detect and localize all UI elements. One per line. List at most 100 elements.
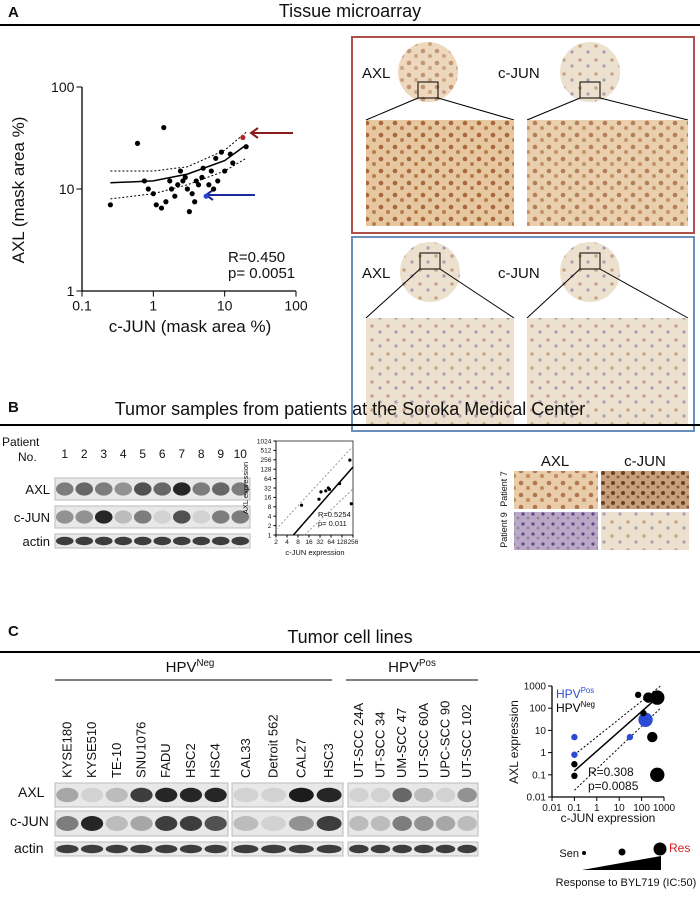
y-tick-label: 128 xyxy=(261,466,272,473)
confidence-band xyxy=(275,445,354,530)
blot-band xyxy=(114,510,133,524)
blot-row-label: c-JUN xyxy=(14,510,50,525)
cell-line: HSC3 xyxy=(321,743,336,778)
blot-band xyxy=(435,844,456,854)
data-point xyxy=(167,178,173,184)
cell-line: CAL33 xyxy=(238,738,253,778)
data-point xyxy=(571,751,578,758)
cell-line: UPC-SCC 90 xyxy=(438,701,453,778)
ihc-column: AXL xyxy=(541,453,569,470)
data-point xyxy=(192,199,198,205)
y-tick-label: 1 xyxy=(67,283,75,299)
data-point xyxy=(195,182,202,188)
blot-band xyxy=(55,536,74,546)
micrograph xyxy=(366,120,514,226)
micrograph xyxy=(527,120,688,226)
x-tick-label: 16 xyxy=(305,539,313,546)
data-point xyxy=(215,178,221,184)
data-point xyxy=(650,767,665,782)
cell-line: CAL27 xyxy=(293,738,308,778)
blot-band xyxy=(204,816,227,831)
panel-title: Tumor samples from patients at the Sorok… xyxy=(115,399,586,419)
blot-band xyxy=(457,816,477,831)
cell-line: SNU1076 xyxy=(134,722,149,778)
blot-band xyxy=(192,536,211,546)
blot-band xyxy=(192,482,211,496)
blot-band xyxy=(155,816,178,831)
blot-band xyxy=(457,844,477,854)
lane-number: 9 xyxy=(217,447,224,461)
data-point xyxy=(184,186,190,192)
blot-band xyxy=(130,816,153,831)
data-point xyxy=(186,209,192,215)
blot-band xyxy=(211,510,230,524)
y-axis-label: AXL (mask area %) xyxy=(9,117,28,264)
x-tick-label: 8 xyxy=(296,539,300,546)
x-tick-label: 100 xyxy=(284,298,308,314)
red-arrow xyxy=(249,127,293,139)
cell-line: UT-SCC 24A xyxy=(351,703,366,778)
x-tick-label: 10 xyxy=(217,298,233,314)
group-label: HPV xyxy=(388,659,419,676)
blot-band xyxy=(80,816,104,831)
data-point xyxy=(222,168,228,174)
blot-band xyxy=(55,482,74,496)
blot-band xyxy=(172,482,191,496)
data-point xyxy=(349,502,353,506)
data-point xyxy=(163,199,169,205)
group-superscript: Pos xyxy=(419,658,436,669)
blot-band xyxy=(55,510,74,524)
x-tick-label: 1 xyxy=(149,298,157,314)
panel-title: Tumor cell lines xyxy=(287,627,412,647)
group-label: HPV xyxy=(556,701,581,715)
blot-band xyxy=(261,816,287,831)
image-label: AXL xyxy=(362,65,390,82)
data-point xyxy=(175,182,181,188)
blot-band xyxy=(349,816,369,831)
blot-strip xyxy=(231,841,344,857)
blot-row-label: actin xyxy=(23,534,50,549)
blot-band xyxy=(231,536,250,546)
data-point xyxy=(177,168,184,174)
annotation: p= 0.0051 xyxy=(228,265,295,282)
x-tick-label: 10 xyxy=(614,803,626,814)
blot-row-label: AXL xyxy=(25,482,50,497)
size-key xyxy=(618,848,626,856)
data-point xyxy=(230,160,236,166)
blot-band xyxy=(56,787,79,803)
data-point xyxy=(571,761,578,768)
data-point xyxy=(240,134,246,141)
lane-number: 7 xyxy=(178,447,185,461)
y-tick-label: 512 xyxy=(261,448,272,455)
ihc-row: Patient 9 xyxy=(499,512,509,548)
blot-band xyxy=(414,816,434,831)
image-label: AXL xyxy=(362,265,390,282)
data-point xyxy=(199,174,205,180)
tma-core xyxy=(400,242,460,302)
y-tick-label: 8 xyxy=(268,504,272,511)
data-point xyxy=(193,178,199,184)
data-point xyxy=(227,151,233,157)
group-superscript: Neg xyxy=(196,658,214,669)
blot-band xyxy=(94,536,113,546)
zoom-lines xyxy=(365,97,689,121)
annotation: R=0.308 xyxy=(588,765,634,779)
lane-number: 5 xyxy=(139,447,146,461)
data-point xyxy=(647,731,658,743)
data-point xyxy=(200,165,206,171)
blot-band xyxy=(130,787,153,803)
y-tick-label: 0.1 xyxy=(532,770,546,781)
x-axis-label: c-JUN expression xyxy=(285,548,344,557)
data-point xyxy=(145,186,151,192)
data-point xyxy=(243,144,249,150)
legend-caption: Response to BYL719 (IC:50) xyxy=(556,877,697,889)
blot-band xyxy=(435,816,456,831)
data-point xyxy=(638,712,653,728)
lane-number: 3 xyxy=(100,447,107,461)
blot-band xyxy=(414,844,434,854)
data-point xyxy=(153,202,159,208)
cell-line: KYSE510 xyxy=(84,722,99,778)
zoom-box xyxy=(579,252,601,270)
